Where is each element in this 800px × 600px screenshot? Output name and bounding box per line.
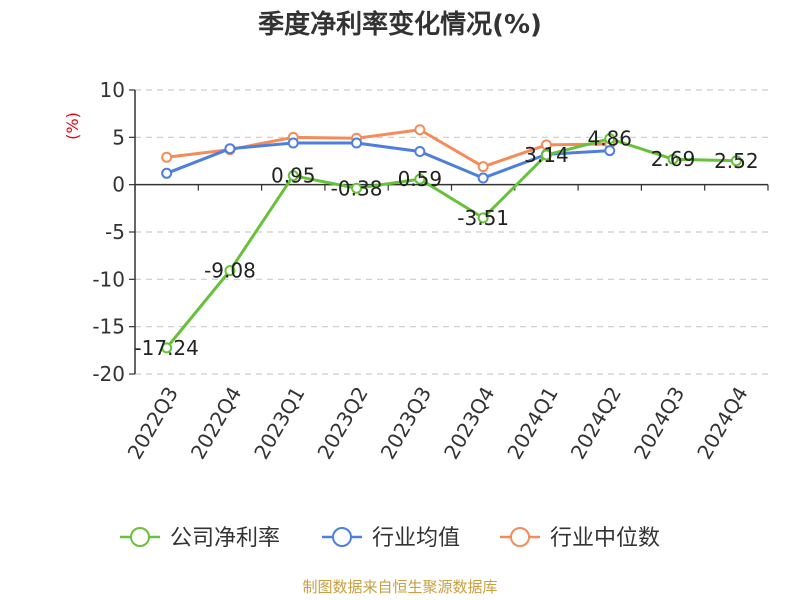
data-point[interactable] — [604, 133, 616, 145]
series-layer — [161, 124, 742, 354]
legend-marker — [130, 527, 150, 547]
y-tick-label: -20 — [92, 362, 125, 386]
data-point[interactable] — [477, 161, 489, 173]
legend-marker — [332, 527, 352, 547]
chart-title: 季度净利率变化情况(%) — [258, 9, 542, 40]
y-tick-label: -10 — [92, 267, 125, 291]
data-point[interactable] — [414, 124, 426, 136]
x-tick-label: 2023Q3 — [376, 383, 436, 464]
data-point[interactable] — [730, 155, 742, 167]
data-point[interactable] — [224, 143, 236, 155]
y-tick-label: 5 — [112, 125, 125, 149]
data-point[interactable] — [667, 153, 679, 165]
data-label: 4.86 — [587, 127, 632, 151]
y-tick-label: 10 — [100, 78, 125, 102]
data-label: 0.59 — [398, 167, 443, 191]
y-tick-label: 0 — [112, 173, 125, 197]
data-point[interactable] — [287, 170, 299, 182]
x-tick-label: 2024Q2 — [566, 383, 626, 464]
legend-label: 行业中位数 — [550, 526, 660, 551]
series-line — [165, 137, 737, 349]
data-label: 3.14 — [524, 143, 569, 167]
data-point[interactable] — [540, 149, 552, 161]
y-axis-label: (%) — [63, 112, 82, 140]
legend-item[interactable]: 行业中位数 — [500, 526, 660, 551]
data-point[interactable] — [161, 167, 173, 179]
data-label: 0.95 — [271, 164, 316, 188]
data-label: -9.08 — [204, 259, 256, 283]
series-line — [166, 141, 610, 180]
x-tick-label: 2023Q4 — [439, 383, 499, 464]
x-tick-label: 2024Q1 — [502, 383, 562, 464]
data-label: -3.51 — [457, 206, 509, 230]
legend-item[interactable]: 公司净利率 — [120, 526, 280, 551]
data-point[interactable] — [351, 137, 363, 149]
data-point[interactable] — [351, 182, 363, 194]
data-label: -0.38 — [331, 176, 383, 200]
data-point[interactable] — [477, 172, 489, 184]
x-tick-label: 2022Q3 — [123, 383, 183, 464]
x-tick-label: 2024Q4 — [692, 383, 752, 464]
data-point[interactable] — [477, 212, 489, 224]
legend-marker — [510, 527, 530, 547]
data-label: 2.69 — [651, 147, 696, 171]
x-tick-label: 2023Q2 — [312, 383, 372, 464]
y-tick-label: -15 — [92, 315, 125, 339]
source-note: 制图数据来自恒生聚源数据库 — [302, 578, 497, 596]
data-point[interactable] — [414, 146, 426, 158]
legend-label: 行业均值 — [372, 526, 460, 551]
legend-item[interactable]: 行业均值 — [322, 526, 460, 551]
data-point[interactable] — [161, 342, 173, 354]
x-tick-label: 2023Q1 — [249, 383, 309, 464]
data-point[interactable] — [414, 173, 426, 185]
data-point[interactable] — [161, 151, 173, 163]
data-point[interactable] — [287, 137, 299, 149]
legend[interactable]: 公司净利率 行业均值 行业中位数 — [120, 526, 660, 551]
data-label: -17.24 — [134, 336, 198, 360]
data-labels: -17.24 -9.08 0.95 -0.38 0.59 -3.51 3.14 4.86 2.6… — [134, 127, 758, 360]
grid — [135, 89, 768, 375]
data-point[interactable] — [224, 265, 236, 277]
x-tick-label: 2024Q3 — [629, 383, 689, 464]
data-point[interactable] — [604, 145, 616, 157]
data-label: 2.52 — [714, 149, 759, 173]
x-tick-label: 2022Q4 — [186, 383, 246, 464]
legend-label: 公司净利率 — [170, 526, 280, 551]
y-tick-label: -5 — [105, 220, 125, 244]
series-0 — [161, 133, 742, 354]
